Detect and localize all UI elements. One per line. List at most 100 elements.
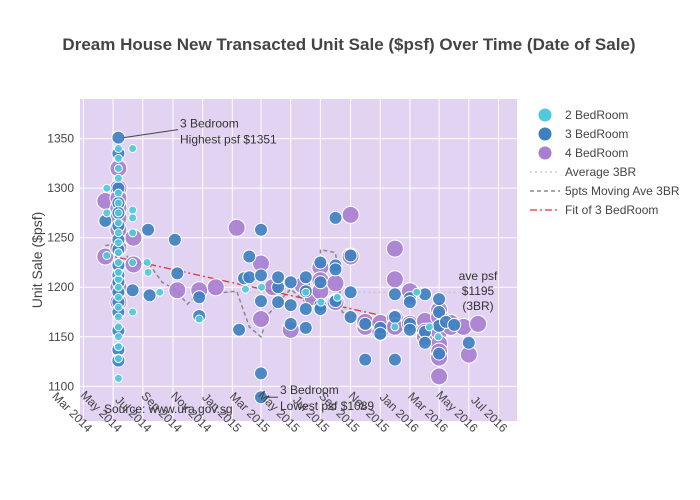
point-2-bedroom: [332, 292, 342, 302]
point-2-bedroom: [113, 188, 123, 198]
point-3-bedroom: [298, 302, 313, 316]
point-3-bedroom: [343, 310, 358, 324]
y-tick-label: 1150: [48, 330, 74, 344]
point-2-bedroom: [113, 208, 123, 218]
plot-area: [80, 99, 517, 421]
annotation-average-line: ave psf: [459, 269, 498, 283]
point-3-bedroom: [313, 275, 328, 290]
point-3-bedroom: [232, 322, 247, 337]
y-tick-label: 1300: [47, 181, 74, 195]
annotation-average-line: (3BR): [462, 299, 493, 313]
point-2-bedroom: [128, 205, 138, 215]
point-3-bedroom: [343, 248, 358, 263]
point-2-bedroom: [128, 258, 138, 267]
point-4-bedroom: [168, 281, 187, 300]
point-2-bedroom: [102, 251, 112, 260]
point-3-bedroom: [447, 317, 462, 332]
point-2-bedroom: [433, 332, 443, 342]
point-3-bedroom: [254, 294, 268, 309]
point-2-bedroom: [113, 282, 123, 292]
point-3-bedroom: [170, 266, 185, 281]
point-3-bedroom: [167, 232, 182, 247]
legend-label: 2 BedRoom: [565, 108, 628, 122]
point-2-bedroom: [113, 198, 123, 208]
point-2-bedroom: [128, 307, 138, 317]
point-3-bedroom: [328, 210, 343, 225]
point-3-bedroom: [142, 288, 157, 303]
legend-swatch: [537, 107, 553, 123]
point-2-bedroom: [113, 373, 123, 383]
point-2-bedroom: [128, 144, 138, 153]
point-4-bedroom: [385, 270, 404, 289]
point-2-bedroom: [113, 354, 123, 364]
point-2-bedroom: [142, 258, 152, 267]
point-2-bedroom: [113, 144, 123, 153]
point-2-bedroom: [194, 314, 204, 324]
legend[interactable]: 2 BedRoom 3 BedRoom 4 BedRoom Average 3BR 5p…: [530, 107, 680, 217]
y-axis-title: Unit Sale ($psf): [29, 212, 45, 308]
point-2-bedroom: [113, 163, 123, 173]
annotation-source: Source: www.ura.gov.sg: [104, 402, 233, 416]
annotation-highest-line: Highest psf $1351: [180, 133, 277, 147]
annotation-average-line: $1195: [462, 284, 495, 298]
annotation-highest-line: 3 Bedroom: [180, 117, 239, 131]
point-3-bedroom: [242, 270, 257, 285]
point-3-bedroom: [298, 270, 313, 285]
annotations: 3 Bedroom Highest psf $1351 3 Bedroom Lowes…: [104, 117, 498, 416]
point-3-bedroom: [387, 310, 402, 324]
point-2-bedroom: [113, 218, 123, 228]
point-2-bedroom: [113, 258, 123, 267]
point-2-bedroom: [113, 292, 123, 302]
point-2-bedroom: [316, 297, 326, 307]
point-4-bedroom: [252, 310, 270, 328]
point-2-bedroom: [113, 267, 123, 277]
point-3-bedroom: [271, 295, 286, 310]
point-3-bedroom: [313, 255, 328, 270]
point-3-bedroom: [242, 249, 257, 264]
point-3-bedroom: [125, 283, 140, 298]
point-3-bedroom: [283, 275, 298, 290]
point-3-bedroom: [328, 262, 343, 277]
point-2-bedroom: [113, 342, 123, 352]
point-2-bedroom: [155, 287, 165, 297]
point-4-bedroom: [206, 278, 225, 297]
point-3-bedroom: [283, 316, 298, 331]
point-3-bedroom: [402, 322, 417, 337]
annotation-lowest-line: Lowest psf $1089: [280, 399, 374, 413]
point-2-bedroom: [113, 238, 123, 248]
point-3-bedroom: [432, 292, 447, 307]
point-3-bedroom: [358, 316, 373, 331]
point-2-bedroom: [113, 332, 123, 342]
point-3-bedroom: [402, 295, 417, 310]
point-2-bedroom: [128, 228, 138, 238]
point-3-bedroom: [298, 320, 313, 335]
y-tick-label: 1100: [48, 379, 74, 393]
point-2-bedroom: [412, 287, 422, 297]
point-2-bedroom: [128, 213, 138, 223]
point-3-bedroom: [461, 335, 476, 350]
legend-label: Average 3BR: [565, 165, 636, 179]
point-3-bedroom: [358, 352, 373, 367]
point-2-bedroom: [424, 322, 434, 332]
point-3-bedroom: [254, 268, 268, 283]
point-2-bedroom: [113, 173, 123, 183]
point-2-bedroom: [102, 183, 112, 193]
legend-label: 5pts Moving Ave 3BR: [565, 184, 680, 198]
point-2-bedroom: [102, 208, 112, 218]
point-3-bedroom: [254, 366, 268, 381]
legend-label: 4 BedRoom: [565, 146, 628, 160]
point-2-bedroom: [113, 302, 123, 312]
y-tick-label: 1350: [47, 132, 74, 146]
point-4-bedroom: [326, 274, 345, 293]
annotation-arrow: [123, 129, 179, 139]
point-3-bedroom: [432, 346, 447, 361]
point-2-bedroom: [113, 248, 123, 258]
y-tick-label: 1250: [47, 231, 74, 245]
chart-title: Dream House New Transacted Unit Sale ($p…: [62, 35, 635, 54]
point-2-bedroom: [241, 284, 250, 294]
point-3-bedroom: [192, 290, 207, 305]
legend-swatch: [537, 126, 553, 142]
legend-label: 3 BedRoom: [565, 127, 628, 141]
point-3-bedroom: [418, 335, 432, 350]
